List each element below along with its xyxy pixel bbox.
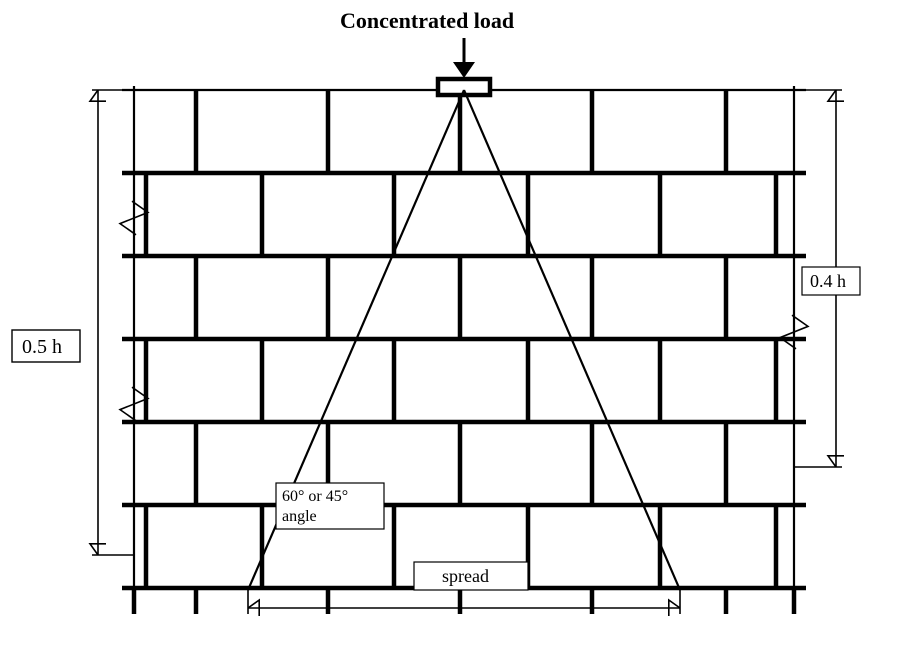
title-text: Concentrated load <box>340 8 514 33</box>
diagram-stage: Concentrated load 0.5 h 0.4 h spread 60° or … <box>0 0 910 648</box>
angle-label-line1: 60° or 45° <box>282 488 348 505</box>
dim-right-label: 0.4 h <box>810 271 846 291</box>
spread-label: spread <box>442 566 489 586</box>
dim-left-label: 0.5 h <box>22 336 62 358</box>
diagram-svg: Concentrated load 0.5 h 0.4 h spread 60° or … <box>0 0 910 648</box>
load-arrow-head <box>453 62 475 78</box>
angle-label-line2: angle <box>282 508 317 525</box>
